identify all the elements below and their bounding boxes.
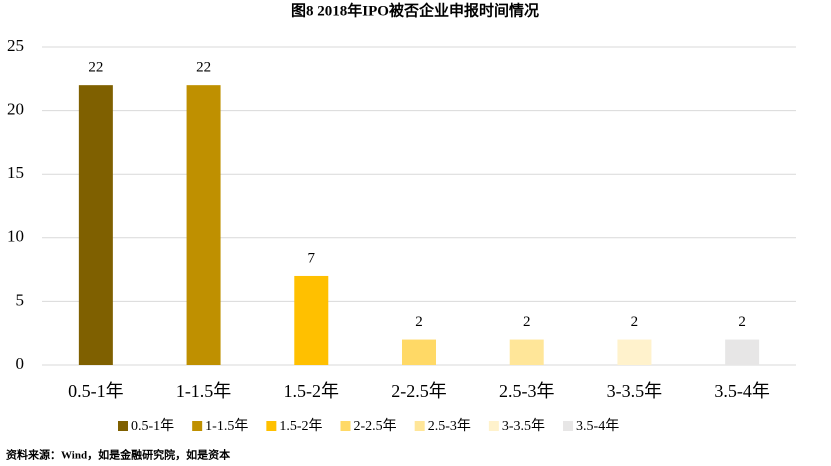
value-label: 22: [196, 60, 211, 76]
y-tick-label: 15: [7, 163, 24, 182]
legend-label: 2.5-3年: [428, 418, 471, 434]
x-tick-label: 1-1.5年: [176, 381, 232, 401]
y-tick-label: 20: [7, 100, 24, 119]
legend-label: 3.5-4年: [576, 418, 619, 434]
value-label: 2: [415, 314, 423, 330]
bar: [78, 85, 113, 365]
bar: [509, 339, 544, 365]
chart-title: 图8 2018年IPO被否企业申报时间情况: [291, 1, 539, 19]
value-label: 2: [738, 314, 746, 330]
x-tick-label: 1.5-2年: [284, 381, 340, 401]
x-tick-label: 2-2.5年: [391, 381, 447, 401]
legend-label: 1.5-2年: [279, 418, 322, 434]
legend-swatch: [488, 421, 499, 431]
value-label: 2: [523, 314, 531, 330]
x-tick-label: 0.5-1年: [68, 381, 124, 401]
y-tick-label: 25: [7, 36, 24, 55]
bar: [186, 85, 221, 365]
bar: [617, 339, 652, 365]
y-tick-label: 0: [16, 354, 25, 373]
legend-label: 1-1.5年: [205, 418, 248, 434]
legend-swatch: [192, 421, 203, 431]
legend-swatch: [414, 421, 425, 431]
x-tick-label: 3-3.5年: [607, 381, 663, 401]
x-tick-label: 2.5-3年: [499, 381, 555, 401]
legend-swatch: [266, 421, 277, 431]
bar: [294, 275, 329, 365]
legend-swatch: [563, 421, 574, 431]
bar: [402, 339, 436, 365]
legend-label: 0.5-1年: [131, 418, 174, 434]
legend-label: 2-2.5年: [354, 418, 397, 434]
value-label: 22: [88, 60, 103, 76]
source-note: 资料来源：Wind，如是金融研究院，如是资本: [6, 448, 230, 462]
value-label: 7: [308, 250, 316, 266]
x-tick-label: 3.5-4年: [714, 381, 770, 401]
legend-label: 3-3.5年: [502, 418, 545, 434]
legend-swatch: [118, 421, 128, 431]
bar: [725, 339, 760, 365]
y-tick-label: 5: [16, 290, 25, 309]
y-tick-label: 10: [7, 227, 24, 246]
legend-swatch: [340, 421, 351, 431]
value-label: 2: [631, 314, 639, 330]
